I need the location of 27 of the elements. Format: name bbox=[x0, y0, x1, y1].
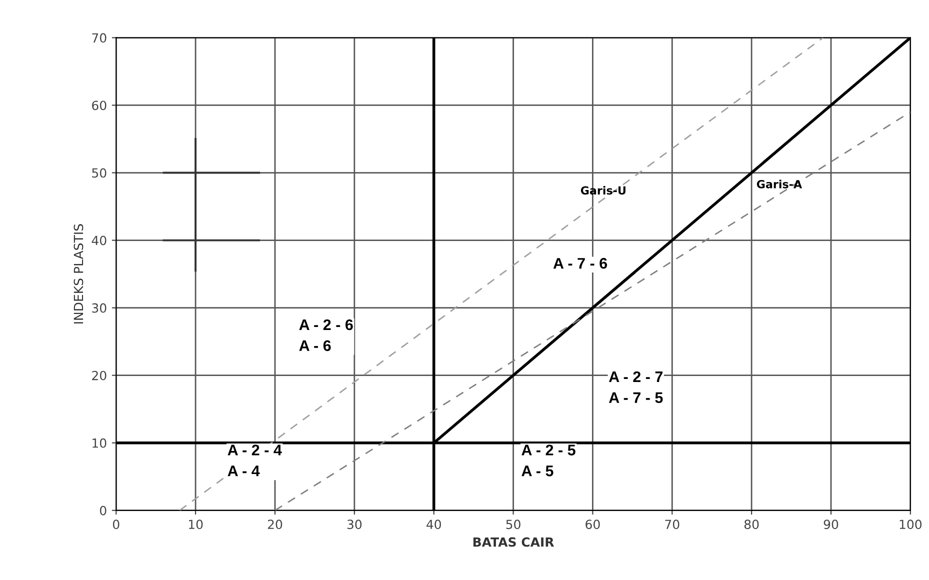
x-tick-label: 30 bbox=[347, 520, 362, 530]
x-tick-label: 70 bbox=[665, 520, 680, 530]
annotation: A - 7 - 6 bbox=[553, 258, 608, 269]
y-tick-label: 70 bbox=[92, 33, 106, 43]
y-tick-label: 60 bbox=[92, 100, 106, 110]
y-tick-label: 50 bbox=[92, 168, 106, 178]
x-tick-label: 90 bbox=[824, 520, 838, 530]
x-tick-label: 20 bbox=[268, 520, 282, 530]
annotation: A - 2 - 6 A - 6 bbox=[299, 319, 353, 352]
series-label: Garis-A bbox=[756, 180, 802, 188]
annotation: A - 2 - 5 A - 5 bbox=[522, 444, 576, 476]
x-tick-label: 40 bbox=[426, 520, 441, 530]
annotation: A - 2 - 7 A - 7 - 5 bbox=[608, 371, 663, 404]
y-tick-label: 10 bbox=[92, 438, 106, 448]
y-tick-label: 30 bbox=[92, 303, 106, 313]
x-tick-label: 60 bbox=[586, 520, 600, 530]
x-tick-label: 80 bbox=[744, 520, 759, 530]
y-tick-label: 20 bbox=[92, 370, 106, 380]
x-axis-title: BATAS CAIR bbox=[473, 537, 554, 547]
y-axis-title: INDEKS PLASTIS bbox=[74, 224, 84, 324]
annotation: A - 2 - 4 A - 4 bbox=[228, 444, 282, 476]
x-tick-label: 10 bbox=[188, 520, 203, 530]
x-tick-label: 50 bbox=[506, 520, 520, 530]
x-tick-label: 100 bbox=[900, 520, 922, 530]
x-tick-label: 0 bbox=[112, 520, 120, 530]
y-tick-label: 0 bbox=[100, 506, 106, 516]
y-tick-label: 40 bbox=[92, 236, 106, 246]
